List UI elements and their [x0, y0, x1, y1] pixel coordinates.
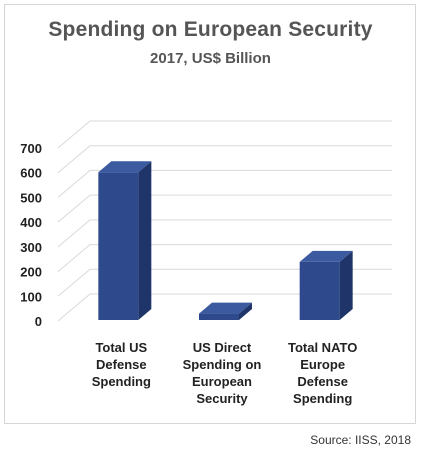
bar-side-2 [339, 250, 353, 320]
x-category-label-1: US Direct Spending on European Security [183, 340, 262, 406]
bar-top-0 [98, 161, 152, 173]
chart-title: Spending on European Security [48, 18, 373, 41]
bar-0 [98, 172, 139, 320]
chart-frame [4, 4, 416, 424]
x-category-label-2: Total NATO Europe Defense Spending [288, 340, 357, 406]
gridline-4 [57, 194, 392, 223]
gridline-2 [57, 244, 392, 272]
y-tick-label-4: 400 [20, 215, 42, 230]
bar-chart: 0 100 200 300 400 500 600 700 Total US Defense Spe… [20, 120, 392, 406]
gridline-1 [57, 268, 392, 297]
y-tick-label-3: 300 [20, 240, 42, 255]
x-category-label-0: Total US Defense Spending [92, 340, 151, 389]
gridline-5 [57, 169, 392, 198]
y-tick-label-6: 600 [20, 166, 42, 181]
bar-1 [199, 313, 239, 320]
bar-top-2 [299, 250, 353, 262]
y-tick-label-0: 0 [35, 314, 42, 329]
y-tick-label-5: 500 [20, 190, 42, 205]
gridline-7 [57, 120, 392, 149]
y-tick-label-1: 100 [20, 289, 42, 304]
gridline-3 [57, 219, 392, 248]
y-tick-label-2: 200 [20, 265, 42, 280]
gridline-0 [57, 293, 392, 322]
bar-side-0 [138, 161, 152, 320]
gridline-6 [57, 145, 392, 174]
bar-side-1 [239, 302, 252, 320]
bar-2 [299, 261, 340, 320]
source-note: Source: IISS, 2018 [310, 433, 411, 447]
y-tick-label-7: 700 [20, 141, 42, 156]
chart-subtitle: 2017, US$ Billion [150, 50, 271, 67]
bar-top-1 [199, 302, 252, 314]
